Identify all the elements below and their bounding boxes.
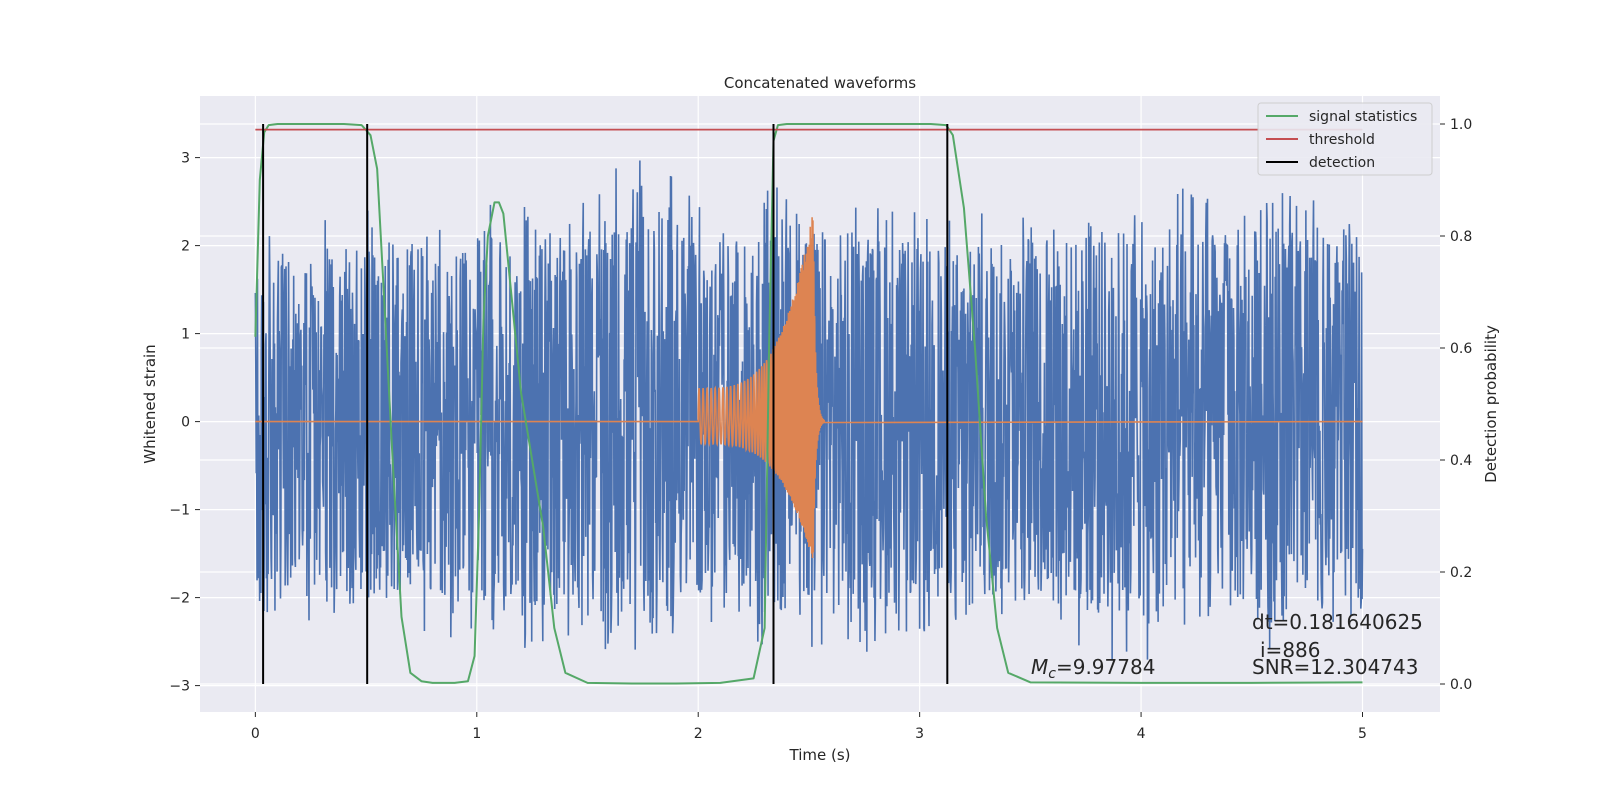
- annotations: dt=0.181640625 i=886 Mc=9.97784 SNR=12.3…: [1031, 610, 1423, 682]
- legend-label-detection: detection: [1309, 155, 1375, 171]
- signal-statistics-series: [254, 123, 1363, 685]
- y-tick-label: 3: [181, 151, 190, 167]
- annotation-chirp-mass: Mc=9.97784: [1031, 655, 1155, 682]
- y-right-tick-label: 0.6: [1450, 341, 1472, 357]
- x-tick-label: 1: [472, 726, 481, 742]
- y-tick-label: 2: [181, 239, 190, 255]
- x-tick-label: 3: [915, 726, 924, 742]
- signal-statistics-line: [254, 123, 1363, 685]
- x-tick-label: 2: [694, 726, 703, 742]
- chart-title: Concatenated waveforms: [724, 74, 916, 92]
- y-tick-label: −1: [169, 503, 190, 519]
- legend-label-threshold: threshold: [1309, 132, 1375, 148]
- y-right-tick-label: 1.0: [1450, 117, 1472, 133]
- annotation-index: i=886: [1260, 638, 1321, 662]
- y-tick-label: −2: [169, 591, 190, 607]
- strain-line: [254, 160, 1364, 661]
- x-axis-label: Time (s): [789, 746, 851, 764]
- y-right-tick-label: 0.0: [1450, 677, 1472, 693]
- annotation-chirp-mass-value: =9.97784: [1056, 655, 1155, 679]
- x-tick-label: 0: [251, 726, 260, 742]
- y-tick-label: 1: [181, 327, 190, 343]
- chirp-line: [255, 217, 1363, 559]
- annotation-dt: dt=0.181640625: [1252, 610, 1423, 634]
- ticks: 0 1 2 3 4 5 −3 −2 −1 0 1 2 3 0.0 0.2 0.4 0.6 0.8 1.0: [169, 117, 1472, 742]
- y-tick-label: 0: [181, 415, 190, 431]
- chirp-series: [255, 217, 1363, 559]
- x-tick-label: 5: [1358, 726, 1367, 742]
- y-right-axis-label: Detection probability: [1482, 325, 1500, 483]
- detection-series: [262, 124, 949, 684]
- y-right-tick-label: 0.2: [1450, 565, 1472, 581]
- y-right-tick-label: 0.4: [1450, 453, 1472, 469]
- annotation-snr: SNR=12.304743: [1252, 655, 1418, 679]
- strain-series: [254, 160, 1364, 661]
- y-axis-label: Whitened strain: [141, 344, 159, 463]
- annotation-chirp-mass-subscript: c: [1048, 666, 1056, 682]
- annotation-chirp-mass-symbol: M: [1031, 655, 1048, 679]
- legend: signal statistics threshold detection: [1257, 102, 1433, 176]
- legend-label-signal-statistics: signal statistics: [1309, 109, 1417, 125]
- y-tick-label: −3: [169, 679, 190, 695]
- x-tick-label: 4: [1137, 726, 1146, 742]
- y-right-tick-label: 0.8: [1450, 229, 1472, 245]
